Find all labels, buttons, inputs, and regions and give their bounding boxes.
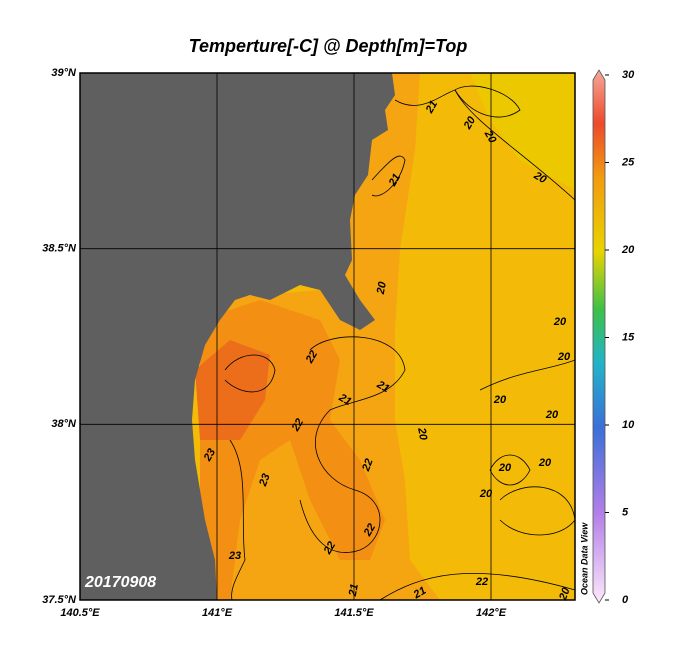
contour-label: 23 [228, 550, 241, 562]
contour-label: 22 [289, 417, 306, 434]
colorbar-label: 20 [621, 244, 635, 256]
contour-label: 23 [257, 472, 273, 489]
colorbar-label: 25 [621, 156, 635, 168]
colorbar-label: 5 [622, 506, 629, 518]
contour-label: 22 [321, 540, 338, 557]
x-tick-label: 141°E [202, 607, 233, 619]
contour-label: 21 [386, 172, 403, 189]
colorbar-label: 15 [622, 331, 635, 343]
contour-label: 22 [475, 576, 488, 588]
contour-label: 21 [423, 99, 440, 116]
contour-label: 20 [557, 351, 571, 363]
colorbar [592, 69, 606, 604]
colorbar-label: 10 [622, 419, 635, 431]
contour-label: 20 [498, 462, 512, 474]
map-area [80, 73, 575, 600]
contour-label: 20 [557, 585, 573, 602]
contour-label: 20 [415, 426, 429, 442]
credit: Ocean Data View [579, 522, 589, 595]
contour-label: 20 [493, 394, 507, 406]
contour-label: 20 [479, 488, 493, 500]
sea-hot [195, 340, 270, 440]
land [80, 73, 395, 600]
sea-cool [470, 73, 575, 190]
contour-label: 21 [374, 378, 391, 395]
colorbar-label: 0 [622, 594, 629, 606]
contour-label: 23 [201, 447, 218, 464]
y-tick-label: 38.5°N [42, 243, 77, 255]
y-tick-label: 39°N [51, 67, 77, 79]
contour-label: 20 [545, 409, 559, 421]
contour-label: 21 [411, 585, 428, 602]
contour-label: 22 [361, 522, 378, 539]
date-label: 20170908 [84, 574, 156, 591]
x-tick-label: 140.5°E [60, 607, 100, 619]
y-tick-label: 38°N [51, 418, 77, 430]
x-tick-label: 141.5°E [334, 607, 374, 619]
contour-label: 20 [375, 280, 389, 296]
contour-label: 22 [360, 457, 376, 474]
map-title: Temperture[-C] @ Depth[m]=Top [189, 36, 468, 56]
y-tick-label: 37.5°N [42, 594, 77, 606]
x-tick-label: 142°E [476, 607, 507, 619]
contour-label: 21 [347, 583, 361, 598]
contour-label: 20 [538, 457, 552, 469]
contour-label: 21 [336, 391, 353, 408]
contour-label: 22 [303, 349, 320, 366]
contour-label: 20 [553, 316, 567, 328]
colorbar-label: 30 [622, 69, 635, 81]
